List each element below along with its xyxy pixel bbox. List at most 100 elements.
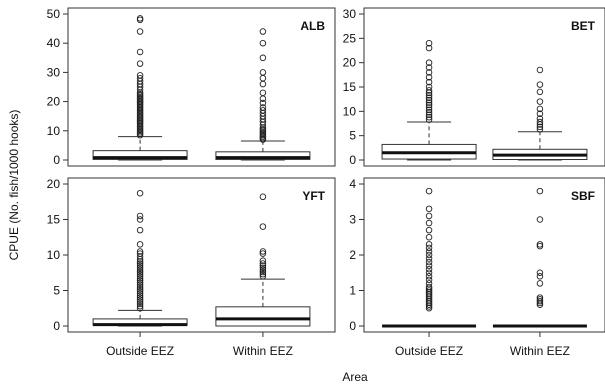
y-tick-label: 50	[47, 7, 61, 21]
x-axis-label: Area	[342, 370, 368, 384]
outlier-point	[425, 109, 433, 116]
outlier-point	[536, 81, 544, 88]
outlier-point	[259, 260, 267, 267]
outlier-point	[425, 64, 433, 71]
panel-alb: 0 10 20 30 40 50 ALB	[47, 7, 336, 167]
outlier-point	[259, 250, 267, 257]
outlier-point	[536, 297, 544, 305]
outlier-point	[425, 187, 433, 195]
outlier-point	[136, 72, 144, 79]
outlier-point	[425, 283, 433, 291]
outlier-point	[425, 101, 433, 109]
outlier-point	[259, 89, 267, 97]
y-tick-label: 15	[343, 80, 357, 94]
y-tick-label: 10	[47, 124, 61, 138]
outlier-point	[536, 115, 544, 122]
y-tick-label: 0	[53, 153, 60, 167]
outlier-point	[259, 264, 267, 272]
panel-frame	[67, 7, 336, 167]
outlier-point	[259, 266, 267, 274]
outlier-point	[136, 253, 144, 260]
outlier-point	[425, 269, 433, 277]
y-tick-label: 0	[53, 319, 60, 333]
panel-sbf: 0 1 2 3 4 SBF Outside EEZ Within EEZ	[349, 177, 605, 358]
outlier-point	[136, 305, 144, 312]
outlier-point	[425, 273, 433, 280]
outlier-point	[536, 123, 544, 131]
outlier-point	[259, 28, 267, 35]
outlier-point	[425, 287, 433, 294]
outlier-point	[425, 241, 433, 248]
box-body	[215, 306, 311, 327]
outlier-point	[136, 287, 144, 295]
outlier-point	[136, 296, 144, 303]
outlier-point	[259, 54, 267, 62]
box-outside-eez	[381, 39, 477, 161]
outlier-point	[425, 39, 433, 47]
outlier-point	[536, 242, 544, 250]
outlier-point	[425, 244, 433, 252]
outlier-point	[425, 83, 433, 91]
outlier-point	[136, 270, 144, 278]
y-tick-label: 0	[349, 153, 356, 167]
panel-bet: 0 5 10 15 20 25 30 BET	[343, 7, 605, 167]
outlier-point	[425, 99, 433, 106]
outlier-point	[536, 269, 544, 277]
box-outside-eez	[92, 15, 188, 161]
outlier-point	[136, 294, 144, 301]
outlier-point	[425, 44, 433, 52]
outlier-point	[536, 216, 544, 223]
outlier-point	[136, 260, 144, 267]
x-tick-label: Within EEZ	[233, 344, 293, 358]
outlier-point	[136, 189, 144, 197]
panel-frame	[363, 7, 605, 167]
outlier-point	[136, 212, 144, 220]
outlier-point	[425, 226, 433, 234]
outlier-point	[259, 39, 267, 47]
box-within-eez	[215, 193, 311, 327]
y-tick-label: 5	[349, 129, 356, 143]
outlier-point	[536, 294, 544, 301]
outlier-point	[425, 78, 433, 86]
outlier-point	[536, 296, 544, 303]
outlier-point	[259, 107, 267, 114]
y-tick-label: 1	[349, 284, 356, 298]
outlier-point	[136, 281, 144, 289]
outlier-point	[425, 113, 433, 121]
outlier-point	[136, 277, 144, 284]
outlier-point	[536, 66, 544, 74]
outlier-point	[425, 205, 433, 213]
outlier-point	[259, 257, 267, 264]
outlier-point	[136, 285, 144, 293]
outlier-point	[136, 300, 144, 308]
outlier-point	[136, 48, 144, 56]
y-tick-label: 20	[47, 177, 61, 191]
outlier-point	[259, 270, 267, 278]
y-tick-label: 0	[349, 319, 356, 333]
outlier-point	[136, 279, 144, 286]
outlier-point	[425, 69, 433, 76]
outlier-point	[425, 87, 433, 94]
outlier-point	[136, 74, 144, 82]
y-tick-label: 10	[343, 104, 357, 118]
outlier-point	[536, 105, 544, 113]
y-tick-label: 20	[343, 56, 357, 70]
outlier-point	[136, 273, 144, 280]
y-tick-label: 15	[47, 213, 61, 227]
outlier-point	[259, 69, 267, 76]
outlier-point	[259, 99, 267, 107]
outlier-point	[259, 223, 267, 230]
box-outside-eez	[92, 189, 188, 327]
outlier-point	[425, 106, 433, 114]
outlier-point	[536, 118, 544, 126]
panel-title: SBF	[571, 189, 595, 203]
box-outside-eez	[382, 187, 477, 328]
outlier-point	[136, 226, 144, 234]
y-tick-label: 40	[47, 36, 61, 50]
outlier-point	[136, 248, 144, 255]
y-tick-label: 20	[47, 95, 61, 109]
outlier-point	[136, 298, 144, 306]
outlier-point	[259, 74, 267, 82]
outlier-point	[536, 88, 544, 96]
